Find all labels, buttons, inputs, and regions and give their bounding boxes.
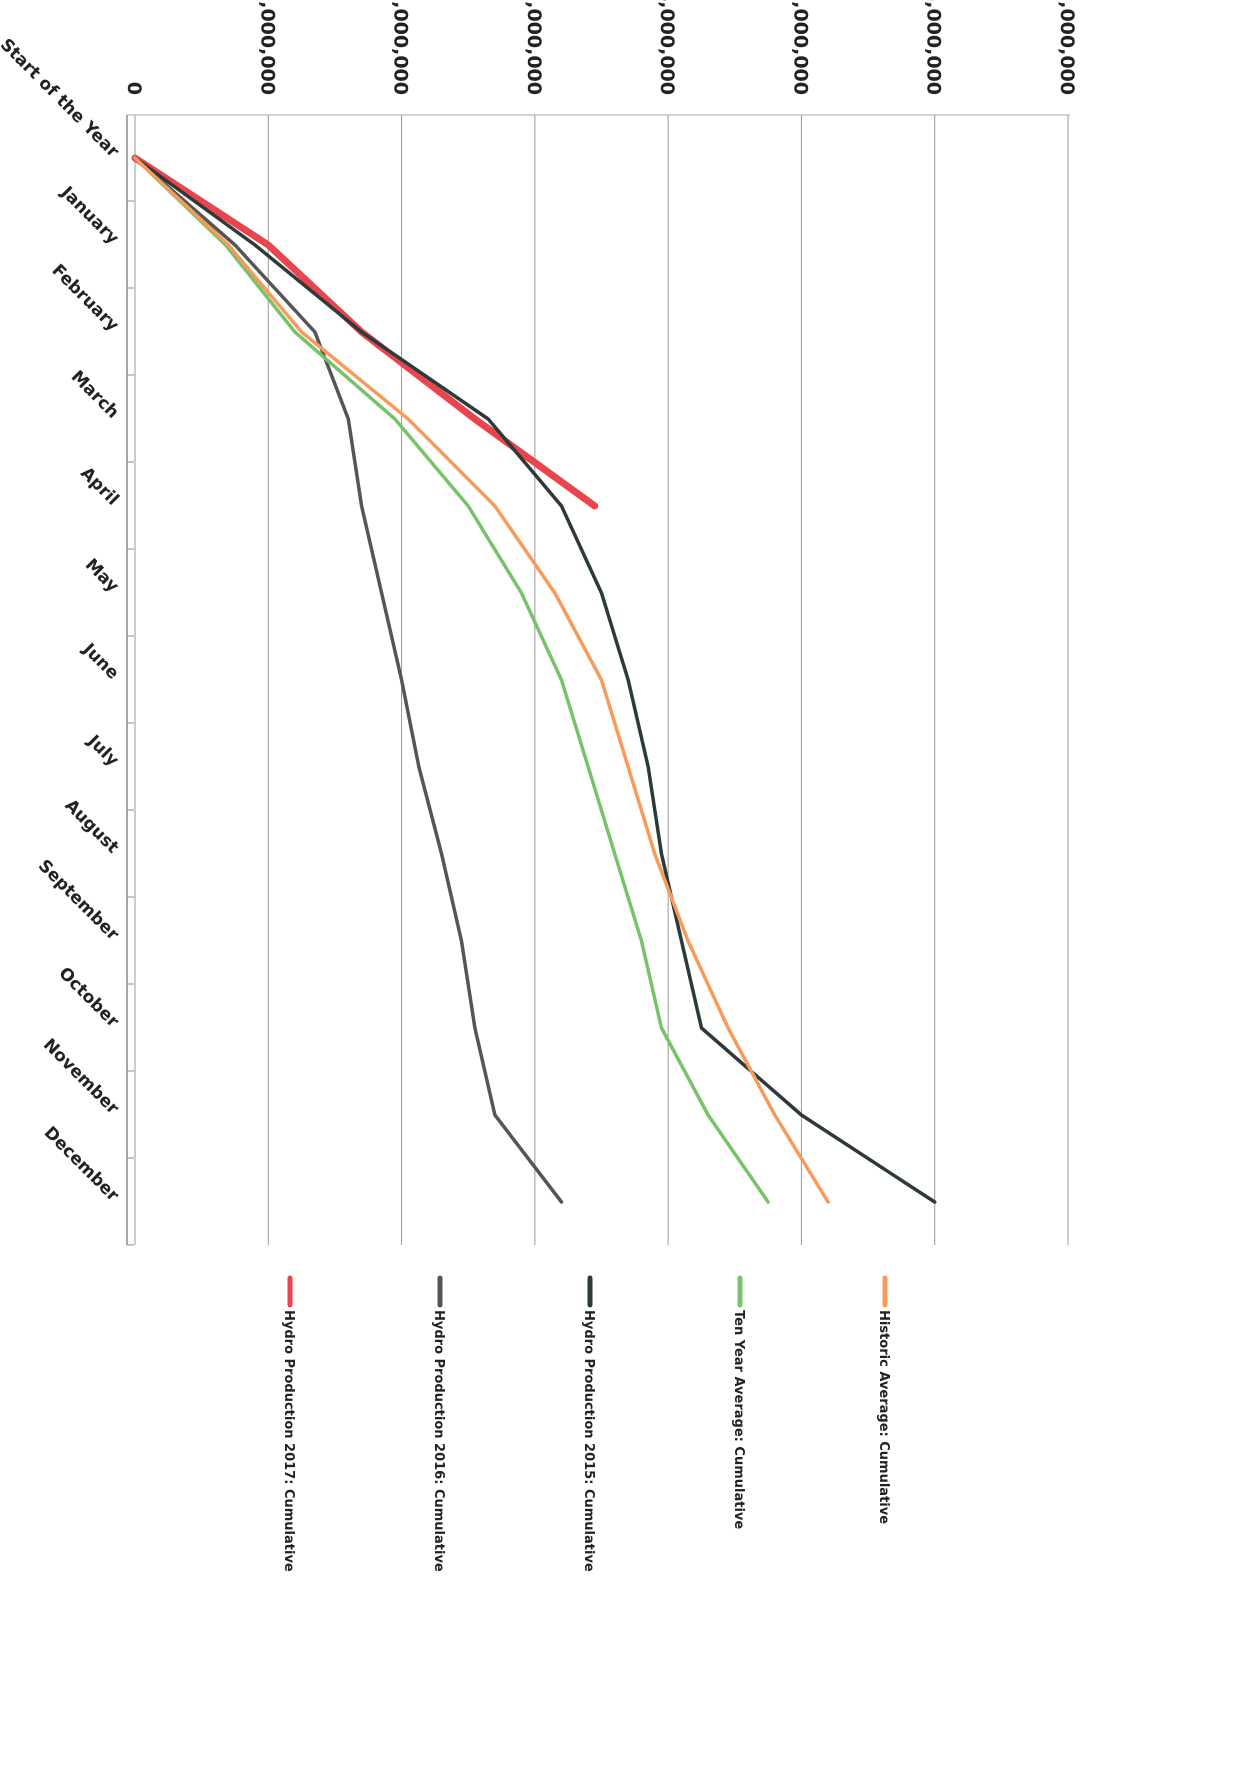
y-tick-label: 4,000,000: [656, 0, 678, 95]
legend-label: Hydro Production 2017: Cumulative: [281, 1310, 296, 1572]
y-tick-label: 6,000,000: [923, 0, 945, 95]
legend-label: Hydro Production 2016: Cumulative: [431, 1310, 446, 1572]
legend-label: Historic Average: Cumulative: [876, 1310, 891, 1524]
x-tick-label: November: [39, 1035, 123, 1119]
y-tick-label: 1,000,000: [256, 0, 278, 95]
legend-label: Ten Year Average: Cumulative: [731, 1310, 746, 1529]
x-tick-label: Start of the Year: [0, 35, 123, 162]
series-line: [133, 156, 770, 1204]
y-tick-label: 3,000,000: [523, 0, 545, 95]
y-tick-label: 2,000,000: [390, 0, 412, 95]
y-tick-label: 0: [123, 82, 145, 95]
x-tick-label: December: [40, 1123, 123, 1206]
x-tick-label: February: [48, 261, 123, 336]
y-tick-label: 7,000,000: [1056, 0, 1078, 95]
series-line: [133, 156, 830, 1204]
x-tick-label: April: [76, 463, 122, 509]
x-tick-label: September: [34, 856, 123, 945]
x-tick-label: July: [83, 731, 123, 771]
series-line: [133, 156, 937, 1204]
x-tick-label: June: [78, 639, 123, 684]
x-tick-label: October: [54, 963, 123, 1032]
x-tick-label: August: [61, 795, 123, 857]
x-tick-label: January: [56, 182, 122, 248]
legend-label: Hydro Production 2015: Cumulative: [581, 1310, 596, 1572]
series-line: [133, 156, 564, 1204]
x-tick-label: March: [67, 367, 123, 423]
y-tick-label: 5,000,000: [789, 0, 811, 95]
series-line: [131, 154, 599, 510]
x-tick-label: May: [81, 555, 123, 597]
